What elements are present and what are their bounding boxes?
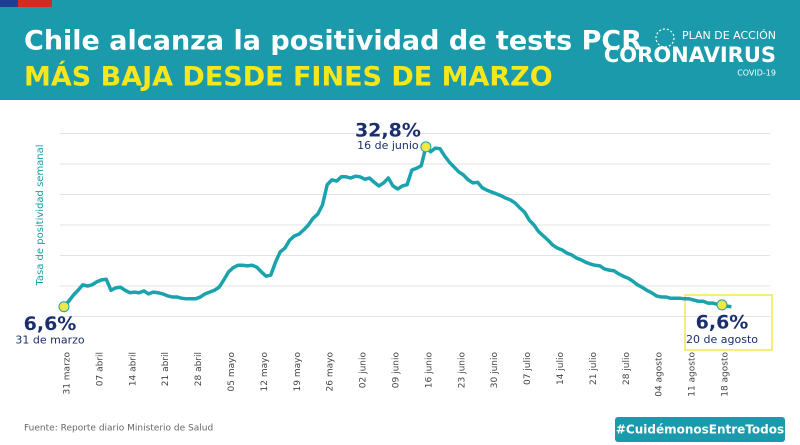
x-tick-label: 30 junio xyxy=(490,352,500,389)
value-label: 32,8% xyxy=(355,119,421,141)
x-tick-label: 07 julio xyxy=(523,352,533,386)
x-tick-label: 26 mayo xyxy=(326,352,336,392)
x-tick-label: 19 mayo xyxy=(293,352,303,392)
point-marker xyxy=(58,301,70,313)
value-label: 6,6% xyxy=(696,311,749,333)
highlight-box xyxy=(684,294,773,351)
x-tick-label: 28 abril xyxy=(194,352,204,386)
annotation: 16 de junio xyxy=(357,139,419,152)
logo-bottom: COVID-19 xyxy=(737,69,776,78)
logo-icon xyxy=(655,28,675,48)
subtitle: MÁS BAJA DESDE FINES DE MARZO xyxy=(24,61,553,93)
x-tick-label: 23 junio xyxy=(457,352,467,389)
flag-red xyxy=(18,0,52,7)
x-tick-label: 21 julio xyxy=(589,352,599,386)
x-tick-label: 11 agosto xyxy=(688,352,698,397)
x-tick-label: 07 abril xyxy=(95,352,105,386)
x-tick-label: 05 mayo xyxy=(227,352,237,392)
header-band xyxy=(0,0,800,100)
x-tick-label: 14 julio xyxy=(556,352,566,386)
x-tick-label: 21 abril xyxy=(161,352,171,386)
hashtag-button xyxy=(615,417,785,442)
value-label: 6,6% xyxy=(24,313,77,335)
x-tick-label: 12 mayo xyxy=(260,352,270,392)
x-tick-label: 18 agosto xyxy=(721,352,731,397)
x-tick-label: 14 abril xyxy=(128,352,138,386)
point-marker xyxy=(716,299,728,311)
line xyxy=(62,145,732,309)
x-tick-label: 28 julio xyxy=(622,352,632,386)
source: Fuente: Reporte diario Ministerio de Sal… xyxy=(24,424,213,434)
x-tick-label: 04 agosto xyxy=(655,352,665,397)
title: Chile alcanza la positividad de tests PC… xyxy=(24,26,642,57)
logo-top: PLAN DE ACCIÓN xyxy=(682,29,776,42)
flag-blue xyxy=(0,0,18,7)
hashtag: #CuidémonosEntreTodos xyxy=(616,423,784,437)
point-marker xyxy=(420,141,432,153)
annotation: 20 de agosto xyxy=(686,333,758,346)
x-tick-label: 16 junio xyxy=(424,352,434,389)
x-tick-label: 02 junio xyxy=(359,352,369,389)
x-tick-label: 31 marzo xyxy=(63,352,73,395)
logo-main: CORONAVIRUS xyxy=(604,43,776,67)
annotation: 31 de marzo xyxy=(15,334,84,347)
x-tick-label: 09 junio xyxy=(392,352,402,389)
y-axis-label: Tasa de positividad semanal xyxy=(35,144,46,286)
